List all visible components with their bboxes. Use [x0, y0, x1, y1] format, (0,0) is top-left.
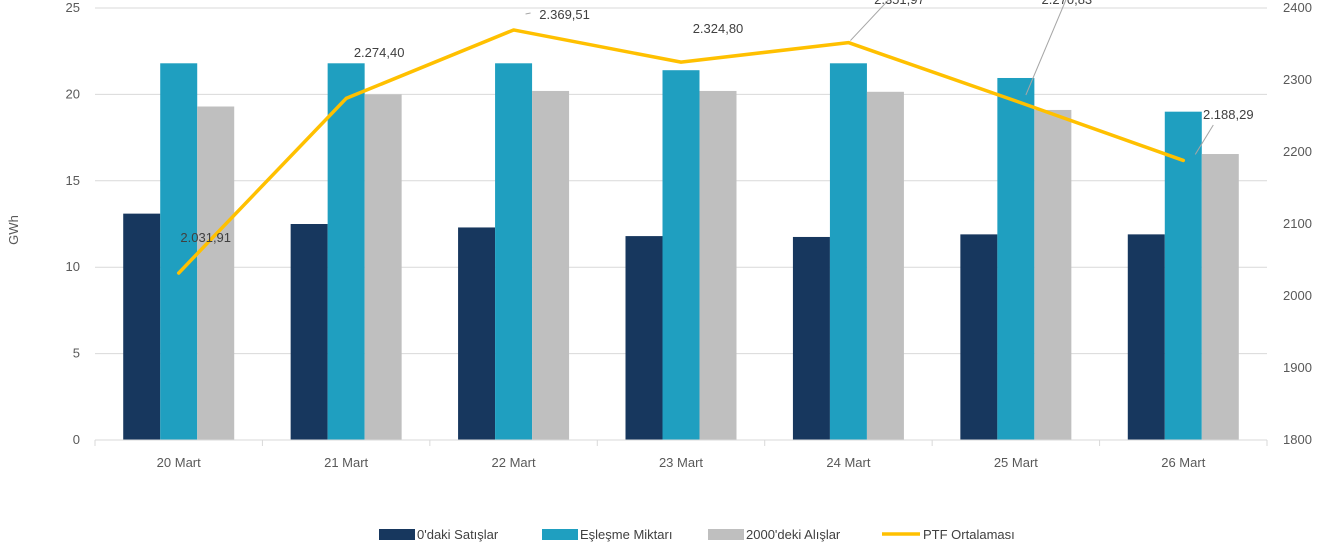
- bar-1-1: [327, 63, 365, 441]
- x-category-label: 20 Mart: [157, 455, 201, 470]
- bar-0-1: [290, 224, 328, 440]
- legend-swatch-2: [708, 529, 744, 540]
- bar-0-3: [625, 236, 663, 440]
- x-category-label: 24 Mart: [826, 455, 870, 470]
- legend-label-2: 2000'deki Alışlar: [746, 527, 841, 542]
- y-axis-left: 0 5 10 15 20 25: [66, 0, 80, 447]
- y-right-tick-label: 2100: [1283, 216, 1312, 231]
- bar-0-2: [458, 227, 496, 440]
- bar-2-4: [866, 91, 904, 441]
- ptf-data-label: 2.270,83: [1042, 0, 1093, 7]
- y-right-tick-label: 1900: [1283, 360, 1312, 375]
- bar-0-0: [123, 213, 161, 440]
- bar-0-5: [960, 234, 998, 440]
- bar-2-1: [364, 94, 402, 441]
- x-category-label: 22 Mart: [492, 455, 536, 470]
- legend-swatch-1: [542, 529, 578, 540]
- ptf-point-4: [846, 41, 850, 45]
- y-right-tick-label: 2300: [1283, 72, 1312, 87]
- bar-2-0: [197, 106, 235, 440]
- ptf-data-label: 2.031,91: [180, 230, 231, 245]
- bar-1-5: [997, 77, 1035, 440]
- ptf-data-label: 2.188,29: [1203, 107, 1254, 122]
- ptf-line-series: [176, 28, 1186, 275]
- legend-label-1: Eşleşme Miktarı: [580, 527, 672, 542]
- y-right-tick-label: 1800: [1283, 432, 1312, 447]
- data-label-leader: [1194, 124, 1214, 155]
- bar-1-2: [495, 63, 533, 441]
- bar-2-6: [1201, 154, 1239, 441]
- y-left-tick-label: 5: [73, 346, 80, 361]
- x-axis: 20 Mart 21 Mart 22 Mart 23 Mart 24 Mart 25 Ma…: [94, 439, 1268, 470]
- ptf-point-6: [1181, 158, 1185, 162]
- ptf-data-label: 2.274,40: [354, 45, 405, 60]
- bar-2-2: [532, 90, 570, 440]
- y-axis-right: 1800 1900 2000 2100 2200 2300 2400: [1283, 0, 1312, 447]
- ptf-point-1: [344, 96, 348, 100]
- data-labels: 2.031,91 2.274,40 2.369,51 2.324,80 2.351,97…: [180, 0, 1254, 245]
- legend-label-0: 0'daki Satışlar: [417, 527, 499, 542]
- bar-0-6: [1127, 234, 1165, 440]
- x-category-label: 21 Mart: [324, 455, 368, 470]
- x-category-label: 23 Mart: [659, 455, 703, 470]
- y-axis-title: GWh: [6, 215, 21, 245]
- y-left-tick-label: 20: [66, 86, 80, 101]
- y-left-tick-label: 10: [66, 259, 80, 274]
- data-label-leader: [525, 12, 531, 15]
- legend-swatch-0: [379, 529, 415, 540]
- y-left-tick-label: 15: [66, 173, 80, 188]
- ptf-point-2: [512, 28, 516, 32]
- ptf-data-label: 2.324,80: [693, 21, 744, 36]
- y-right-tick-label: 2200: [1283, 144, 1312, 159]
- bar-1-4: [829, 63, 867, 441]
- y-left-tick-label: 25: [66, 0, 80, 15]
- bar-2-3: [699, 90, 737, 440]
- x-category-label: 26 Mart: [1161, 455, 1205, 470]
- ptf-data-label: 2.351,97: [874, 0, 925, 7]
- x-category-label: 25 Mart: [994, 455, 1038, 470]
- data-label-leader: [850, 0, 889, 41]
- y-right-tick-label: 2000: [1283, 288, 1312, 303]
- bar-1-0: [160, 63, 198, 441]
- legend-label-3: PTF Ortalaması: [923, 527, 1015, 542]
- y-right-tick-label: 2400: [1283, 0, 1312, 15]
- bars: [123, 63, 1239, 441]
- bar-1-6: [1164, 111, 1202, 441]
- ptf-point-0: [177, 271, 181, 275]
- ptf-data-label: 2.369,51: [539, 7, 590, 22]
- bar-2-5: [1034, 109, 1072, 441]
- data-label-leader: [1025, 0, 1067, 96]
- bar-1-3: [662, 70, 700, 440]
- ptf-point-3: [679, 60, 683, 64]
- legend: 0'daki Satışlar Eşleşme Miktarı 2000'deki …: [379, 527, 1015, 542]
- ptf-point-5: [1014, 99, 1018, 103]
- bar-0-4: [792, 236, 830, 440]
- y-left-tick-label: 0: [73, 432, 80, 447]
